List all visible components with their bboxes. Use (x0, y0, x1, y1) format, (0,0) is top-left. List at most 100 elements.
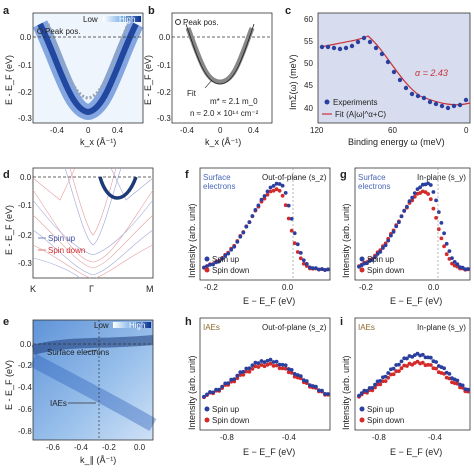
colorbar-high-label: High (129, 321, 145, 330)
legend-spin-up-d: Spin up (48, 234, 76, 243)
data-point (280, 193, 285, 198)
experiment-legend-icon (324, 99, 330, 105)
data-point (265, 362, 270, 367)
data-point (323, 392, 327, 396)
data-point (394, 224, 399, 229)
data-point (447, 249, 452, 254)
data-point (343, 45, 349, 51)
xtick: 0 (218, 126, 223, 135)
data-point (274, 359, 279, 364)
panel-label-g: g (340, 169, 347, 181)
ytick: 60 (304, 15, 313, 24)
ylabel-b: E - E_F (eV) (143, 55, 153, 105)
data-point (434, 360, 438, 364)
data-point (226, 381, 231, 385)
data-point (466, 387, 470, 392)
spin-up-icon (204, 406, 210, 412)
data-point (407, 199, 412, 204)
data-point (337, 46, 343, 52)
data-point (262, 194, 267, 198)
xtick-Gamma: Γ (89, 284, 94, 294)
data-point (298, 374, 303, 378)
data-point (211, 390, 216, 395)
data-point (265, 189, 270, 194)
data-point (378, 379, 383, 383)
ytick: -0.6 (18, 405, 32, 414)
panel-label-a: a (3, 5, 10, 17)
ytick: -0.1 (18, 201, 32, 210)
data-point (447, 372, 452, 376)
data-point (361, 35, 367, 41)
data-point (289, 216, 294, 221)
data-point (359, 391, 364, 396)
data-point (460, 383, 465, 388)
data-point (397, 369, 401, 373)
data-point (311, 384, 315, 388)
data-point (365, 261, 369, 266)
data-point (283, 366, 288, 371)
data-point (274, 187, 279, 192)
spectrum-points-g (357, 181, 470, 272)
data-point (431, 190, 436, 194)
spectrum-points-f (202, 181, 330, 272)
data-point (298, 256, 303, 261)
xtick: -0.6 (46, 443, 60, 452)
data-point (235, 240, 240, 244)
data-point (445, 105, 451, 111)
carrier-density: n ≈ 2.0 × 10¹⁴ cm⁻² (190, 109, 259, 118)
data-point (208, 262, 212, 267)
ytick: 45 (304, 81, 313, 90)
panel-c: c α = 2.43 Experiments Fit (A|ω|^α+C) 40… (285, 5, 471, 147)
data-point (214, 387, 219, 392)
spin-down-icon (204, 417, 210, 423)
data-point (378, 382, 383, 387)
data-point (220, 384, 225, 389)
data-point (405, 204, 409, 209)
data-point (286, 370, 291, 375)
data-point (301, 261, 306, 266)
data-point (283, 203, 288, 208)
data-point (418, 185, 422, 190)
data-point (277, 362, 282, 367)
data-point (308, 383, 312, 388)
ylabel-e: E - E_F (eV) (4, 360, 14, 410)
data-point (378, 250, 383, 254)
panel-h: h IAEs Out-of-plane (s_z) Spin up Spin d… (185, 316, 331, 457)
data-point (314, 384, 318, 389)
tag-iaes: IAEs (358, 323, 375, 332)
data-point (214, 260, 219, 265)
data-point (426, 363, 430, 367)
data-point (423, 355, 428, 360)
iae-band (29, 353, 157, 432)
data-point (277, 366, 282, 371)
data-point (450, 261, 454, 266)
xtick: 0.0 (134, 443, 146, 452)
data-point (286, 367, 291, 371)
legend-spin-down: Spin down (212, 416, 249, 425)
legend-spin-down: Spin down (367, 266, 404, 275)
data-point (274, 363, 279, 368)
data-point (304, 379, 309, 384)
xtick: -0.4 (74, 443, 88, 452)
data-point (265, 358, 270, 363)
panel-g: g Surface electrons In-plane (s_y) Spin … (340, 167, 471, 306)
data-point (331, 45, 337, 51)
data-point (365, 389, 369, 393)
data-point (439, 236, 444, 241)
tag-surface: Surface (358, 173, 386, 182)
ylabel-g: Intensity (arb. unit) (341, 203, 351, 278)
peak-marker-icon (175, 19, 181, 25)
data-point (280, 366, 285, 371)
xlabel-g: E − E_F (eV) (390, 296, 442, 306)
data-point (385, 59, 391, 65)
data-point (389, 233, 393, 238)
data-point (439, 103, 445, 109)
data-point (428, 355, 433, 360)
xlabel-f: E − E_F (eV) (243, 296, 295, 306)
data-point (402, 356, 407, 361)
data-point (420, 352, 425, 357)
data-point (265, 192, 270, 197)
data-point (208, 390, 212, 394)
data-point (423, 190, 428, 195)
band-structure (32, 167, 154, 279)
